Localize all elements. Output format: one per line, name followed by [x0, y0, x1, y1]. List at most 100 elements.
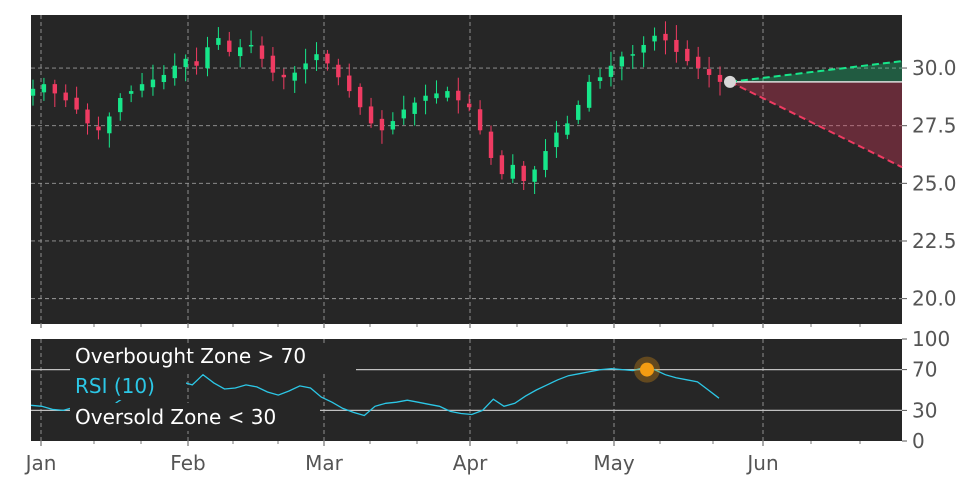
candle-body	[652, 35, 657, 42]
candle-body	[554, 132, 559, 148]
rsi-y-axis: 0 30 70 100	[902, 327, 950, 453]
candle-body	[401, 109, 406, 119]
rsi-panel: 0 30 70 100 Overbought Zone > 70 RSI (10) O…	[30, 327, 950, 453]
candle-body	[118, 98, 123, 113]
candle-body	[423, 95, 428, 101]
candle-body	[248, 44, 254, 47]
candle-body	[183, 58, 188, 68]
x-axis: Jan Feb Mar Apr May Jun	[24, 324, 861, 475]
candle-body	[608, 65, 614, 77]
legend-rsi: RSI (10)	[75, 374, 155, 398]
price-plot-background	[31, 15, 902, 324]
candle-body	[630, 54, 635, 56]
candle-body	[107, 116, 112, 134]
candle-body	[325, 53, 330, 64]
candle-body	[161, 74, 167, 83]
candle-body	[139, 84, 145, 91]
xtick-label: Mar	[305, 451, 344, 475]
candle-body	[128, 91, 134, 94]
forecast-upper-area	[730, 61, 902, 82]
candle-body	[281, 74, 287, 78]
candle-body	[357, 86, 363, 108]
candle-body	[194, 61, 199, 66]
candle-body	[663, 33, 668, 41]
rsi-ytick-label: 30	[912, 398, 937, 422]
rsi-ytick-label: 100	[912, 327, 950, 351]
candle-body	[695, 56, 701, 69]
candle-body	[347, 75, 352, 92]
candle-body	[336, 64, 341, 78]
candle-body	[641, 44, 646, 53]
candle-body	[619, 56, 625, 67]
xtick-label: Apr	[453, 451, 488, 475]
candle-body	[543, 151, 548, 170]
price-ytick-label: 20.0	[912, 287, 957, 311]
rsi-ytick-label: 0	[912, 429, 925, 453]
candle-body	[717, 74, 723, 82]
xtick-label: Jun	[745, 451, 778, 475]
candle-body	[205, 47, 210, 69]
candle-body	[379, 118, 385, 131]
candle-body	[292, 72, 297, 81]
candlesticks	[30, 21, 723, 194]
forecast-upper-line	[729, 60, 903, 83]
price-y-axis: 20.0 22.5 25.0 27.5 30.0	[902, 56, 957, 311]
rsi-legend: Overbought Zone > 70 RSI (10) Oversold Z…	[70, 343, 356, 431]
rsi-ytick-label: 70	[912, 358, 937, 382]
candle-body	[510, 164, 516, 179]
candle-body	[477, 109, 483, 131]
candle-body	[172, 65, 177, 79]
price-ytick-label: 27.5	[912, 114, 957, 138]
candle-body	[456, 90, 461, 101]
forecast-cone	[724, 60, 903, 169]
candle-body	[41, 84, 47, 93]
last-price-dot	[724, 75, 736, 88]
xtick-label: Jan	[24, 451, 57, 475]
candle-body	[445, 91, 450, 98]
candle-body	[270, 55, 276, 73]
candle-body	[30, 88, 36, 96]
price-panel: 20.0 22.5 25.0 27.5 30.0	[30, 15, 957, 324]
candle-body	[434, 93, 439, 99]
xtick-label: May	[593, 451, 635, 475]
candle-body	[597, 77, 603, 81]
legend-oversold: Oversold Zone < 30	[75, 405, 276, 429]
price-ytick-label: 22.5	[912, 229, 957, 253]
candle-body	[565, 123, 570, 135]
legend-box-overbought	[70, 343, 356, 371]
rsi-marker	[640, 362, 654, 377]
legend-box-rsi	[70, 372, 186, 400]
candle-body	[314, 54, 319, 61]
candle-body	[303, 63, 308, 70]
candle-body	[74, 97, 79, 110]
candle-body	[576, 104, 581, 120]
candle-body	[586, 81, 592, 108]
candle-body	[390, 121, 396, 130]
candle-body	[674, 39, 679, 52]
candle-body	[499, 155, 505, 175]
candle-body	[227, 40, 232, 52]
legend-box-oversold	[70, 403, 320, 431]
candle-body	[488, 131, 494, 158]
price-grid	[31, 15, 902, 324]
price-ytick-label: 30.0	[912, 56, 957, 80]
xtick-label: Feb	[170, 451, 205, 475]
rsi-marker-group	[634, 356, 660, 383]
candle-body	[150, 79, 156, 88]
forecast-lower-line	[729, 80, 903, 169]
candle-body	[521, 165, 526, 182]
candle-body	[466, 103, 472, 108]
candle-body	[368, 106, 374, 124]
candle-body	[685, 48, 690, 62]
price-ytick-label: 25.0	[912, 171, 957, 195]
legend-overbought: Overbought Zone > 70	[75, 344, 306, 368]
candle-body	[237, 47, 243, 57]
candle-body	[532, 169, 537, 182]
candle-body	[63, 92, 68, 101]
candle-body	[706, 69, 712, 75]
candle-body	[85, 109, 90, 124]
candle-body	[216, 38, 221, 45]
candle-body	[412, 102, 417, 114]
candle-body	[259, 45, 265, 59]
